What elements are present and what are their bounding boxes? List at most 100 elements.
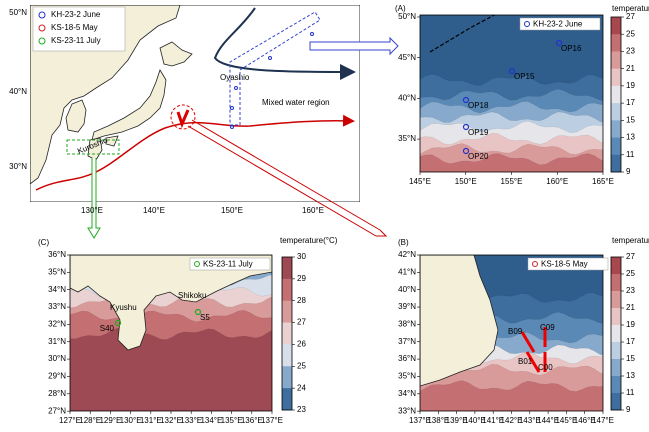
station-marker — [114, 319, 122, 327]
station-label: B09 — [508, 327, 523, 336]
station-dot — [268, 56, 272, 60]
lon-label: 155°E — [501, 177, 523, 186]
station-dot — [234, 86, 238, 90]
lat-label: 39°N — [398, 302, 416, 311]
lon-label: 132°E — [160, 416, 182, 425]
lon-label: 136°E — [241, 416, 263, 425]
map-panel — [420, 15, 603, 172]
lon-label: 142°E — [501, 416, 523, 425]
colorbar-segment — [611, 85, 621, 104]
colorbar-segment — [611, 17, 621, 35]
link-arrow-b — [187, 119, 388, 237]
lon-label: 140°E — [464, 416, 486, 425]
station-dot — [230, 106, 234, 110]
lon-label: 150°E — [455, 177, 477, 186]
station-marker — [555, 39, 563, 47]
lon-label: 144°E — [537, 416, 559, 425]
map-panel — [420, 255, 603, 411]
lat-label: 37°N — [398, 337, 416, 346]
colorbar-tick-label: 30 — [297, 252, 306, 261]
lat-label: 32°N — [48, 320, 66, 329]
station-label: S5 — [200, 313, 210, 322]
legend-box — [32, 6, 126, 52]
lon-label: 138°E — [427, 416, 449, 425]
lon-label: 146°E — [574, 416, 596, 425]
station-label: OP19 — [468, 128, 489, 137]
lon-label: 160°E — [546, 177, 568, 186]
colorbar-segment — [282, 388, 292, 411]
lat-label: 42°N — [398, 250, 416, 259]
lat-label: 36°N — [48, 250, 66, 259]
legend-marker — [194, 261, 200, 267]
legend-box — [189, 257, 271, 271]
temperature-band — [420, 380, 603, 411]
colorbar-segment — [282, 344, 292, 367]
colorbar-tick-label: 19 — [626, 81, 635, 90]
lat-label: 35°N — [398, 372, 416, 381]
lon-label: 150°E — [221, 206, 243, 215]
place-label: Kyushu — [110, 303, 137, 312]
colorbar-tick-label: 17 — [626, 98, 635, 107]
lon-label: 130°E — [120, 416, 142, 425]
colorbar-segment — [611, 325, 621, 343]
lat-label: 30°N — [9, 162, 27, 171]
colorbar-tick-label: 15 — [626, 354, 635, 363]
link-arrow-c — [87, 158, 101, 239]
island-chain — [429, 15, 496, 53]
lat-label: 27°N — [48, 406, 66, 415]
colorbar-tick-label: 9 — [626, 167, 631, 176]
legend-marker — [524, 21, 530, 27]
colorbar-segment — [611, 257, 621, 275]
station-track — [525, 351, 541, 373]
map-panel — [70, 255, 272, 411]
colorbar-tick-label: 19 — [626, 320, 635, 329]
lon-label: 133°E — [180, 416, 202, 425]
colorbar-segment — [611, 154, 621, 173]
station-label: C09 — [540, 323, 555, 332]
panel-title: (C) — [38, 238, 49, 247]
colorbar-title: temperature(°C) — [612, 4, 649, 13]
colorbar-tick-label: 23 — [626, 286, 635, 295]
colorbar-tick-label: 11 — [626, 388, 635, 397]
colorbar-tick-label: 27 — [626, 252, 635, 261]
panel-title: (A) — [395, 4, 406, 13]
station-track — [520, 331, 536, 353]
colorbar-frame — [281, 256, 293, 411]
lon-label: 129°E — [99, 416, 121, 425]
colorbar-tick-label: 21 — [626, 64, 635, 73]
lon-label: 145°E — [555, 416, 577, 425]
colorbar-segment — [611, 393, 621, 411]
colorbar-tick-label: 23 — [626, 47, 635, 56]
colorbar-segment — [282, 322, 292, 345]
station-label: C00 — [538, 363, 553, 372]
lat-label: 40°N — [398, 94, 416, 103]
colorbar-frame — [610, 256, 622, 411]
lon-label: 145°E — [409, 177, 431, 186]
region-label: Mixed water region — [262, 98, 330, 107]
lon-label: 137°E — [261, 416, 283, 425]
station-marker — [194, 308, 202, 316]
station-label: OP20 — [468, 152, 489, 161]
legend-box — [519, 17, 601, 31]
lon-label: 128°E — [79, 416, 101, 425]
colorbar-tick-label: 25 — [626, 269, 635, 278]
lon-label: 127°E — [59, 416, 81, 425]
place-label: Shikoku — [178, 291, 206, 300]
legend-marker — [38, 11, 46, 19]
colorbar-segment — [282, 300, 292, 323]
colorbar-segment — [611, 308, 621, 326]
colorbar-tick-label: 26 — [297, 340, 306, 349]
colorbar-title: temperature(°C) — [280, 236, 338, 245]
lat-label: 35°N — [398, 134, 416, 143]
lat-label: 31°N — [48, 337, 66, 346]
legend-label: KS-18-5 May — [51, 23, 98, 32]
station-label: OP16 — [561, 44, 582, 53]
temperature-band — [420, 153, 603, 172]
lon-label: 147°E — [592, 416, 614, 425]
lat-label: 40°N — [9, 87, 27, 96]
station-label: OP18 — [468, 101, 489, 110]
lat-label: 41°N — [398, 267, 416, 276]
station-marker — [462, 147, 470, 155]
colorbar-segment — [611, 103, 621, 121]
